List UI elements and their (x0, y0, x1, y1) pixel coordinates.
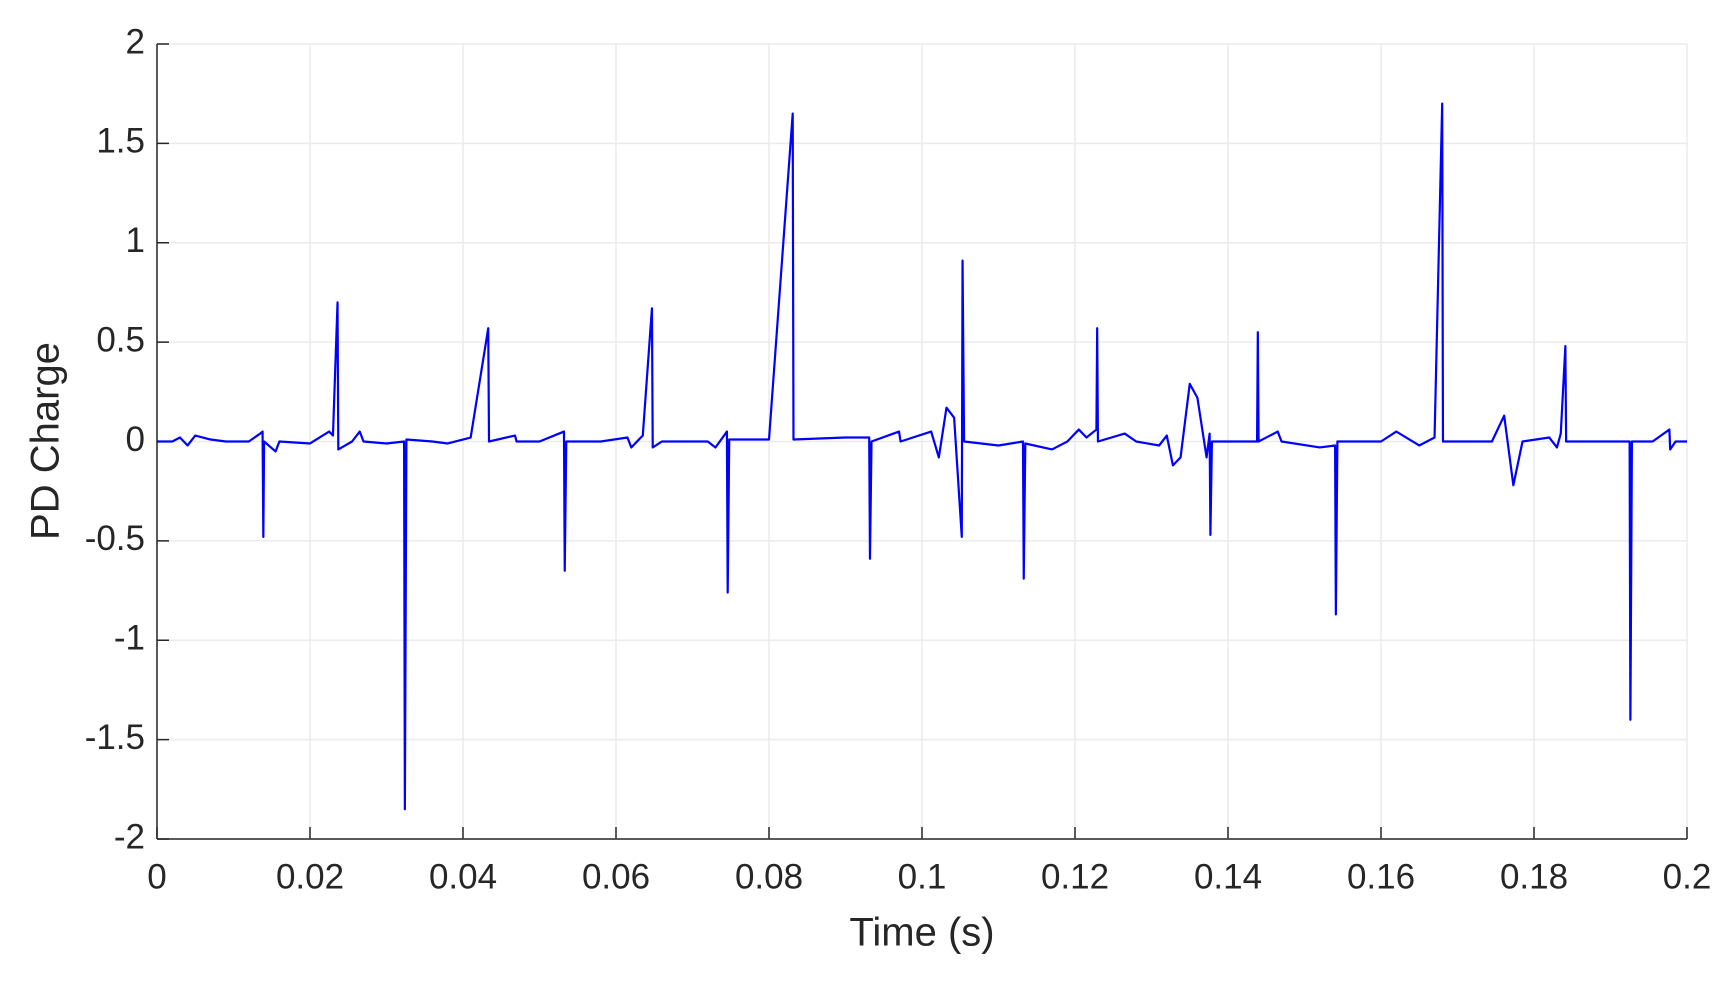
x-tick-label: 0.2 (1663, 857, 1712, 896)
y-tick-label: 0.5 (96, 320, 145, 359)
y-tick-label: -1.5 (85, 718, 145, 757)
x-axis-label: Time (s) (849, 911, 994, 955)
x-tick-label: 0 (147, 857, 166, 896)
x-tick-label: 0.1 (898, 857, 947, 896)
x-tick-label: 0.18 (1500, 857, 1568, 896)
data-line (157, 102, 1687, 811)
x-tick-label: 0.12 (1041, 857, 1109, 896)
y-axis-label: PD Charge (24, 342, 68, 540)
y-tick-label: 2 (126, 22, 145, 61)
x-tick-label: 0.16 (1347, 857, 1415, 896)
x-tick-label: 0.02 (276, 857, 344, 896)
x-tick-label: 0.06 (582, 857, 650, 896)
x-tick-label: 0.14 (1194, 857, 1262, 896)
y-tick-label: -2 (114, 817, 145, 856)
y-tick-label: 1 (126, 221, 145, 260)
x-tick-label: 0.08 (735, 857, 803, 896)
y-tick-label: -0.5 (85, 519, 145, 558)
y-tick-label: -1 (114, 619, 145, 658)
y-tick-label: 1.5 (96, 122, 145, 161)
x-tick-label: 0.04 (429, 857, 497, 896)
y-tick-label: 0 (126, 420, 145, 459)
